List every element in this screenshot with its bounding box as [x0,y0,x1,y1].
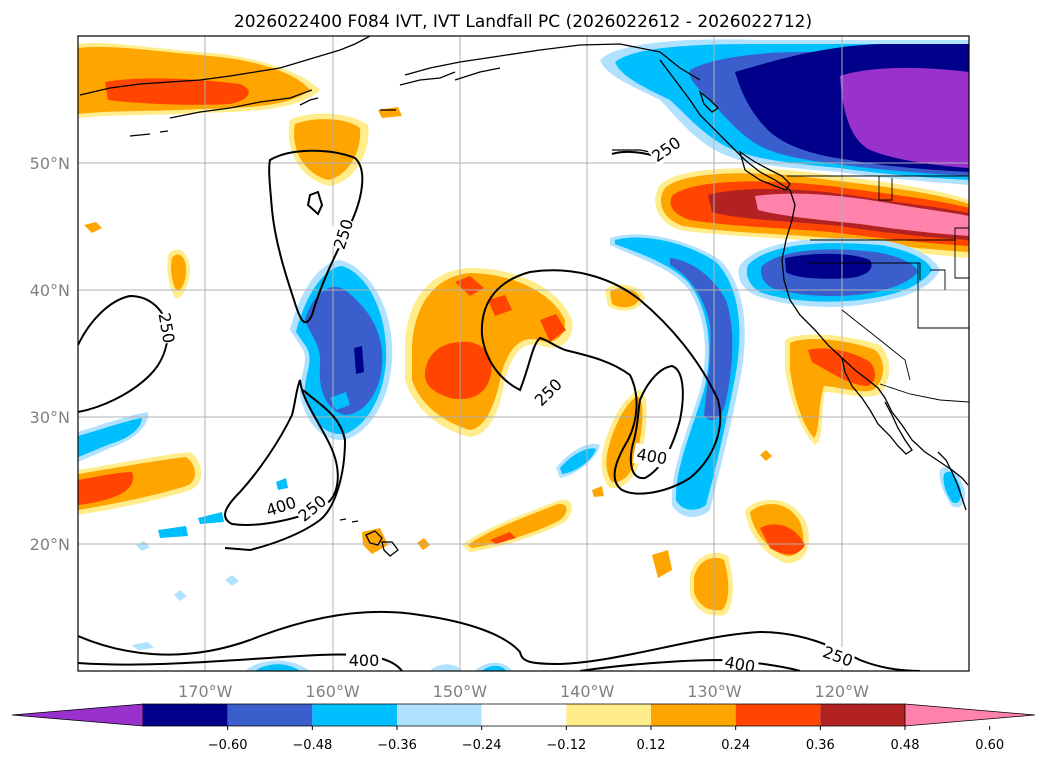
anomaly-fill [610,288,640,308]
y-axis-tick-labels: 50°N 40°N 30°N 20°N [30,154,70,554]
ivt-contour-250 [480,269,722,495]
ivt-contour-250 [78,610,921,671]
ivt-contour-250 [306,190,324,216]
x-tick-label: 170°W [178,682,233,701]
anomaly-fill [78,472,134,505]
x-tick-label: 150°W [433,682,488,701]
colorbar-swatch [735,704,821,726]
y-tick-label: 50°N [30,154,70,173]
anomaly-fill [424,341,492,400]
colorbar: −0.60 −0.48 −0.36 −0.24 −0.12 0.12 0.24 0.36 0.4… [11,703,1036,753]
anomaly-fill [305,286,383,415]
anomaly-fill [755,193,969,236]
anomaly-fill [652,550,672,578]
colorbar-label: 0.24 [721,738,750,753]
colorbar-swatch [651,704,736,726]
y-tick-label: 40°N [30,281,70,300]
colorbar-swatch [397,704,482,726]
x-tick-label: 130°W [687,682,742,701]
anomaly-fill [255,664,300,671]
anomaly-fill [490,532,516,544]
anomaly-fill [430,664,462,671]
anomaly-fill [276,478,288,490]
positive-anomaly-fills [78,42,969,616]
colorbar-extend-max [904,703,1036,727]
colorbar-label: −0.48 [292,738,332,753]
coastlines [79,36,969,557]
anomaly-fill [943,471,962,504]
colorbar-label: −0.12 [546,738,586,753]
ivt-contour-400 [224,379,339,526]
anomaly-fill [785,253,872,279]
map-area: 250 250 250 250 250 250 400 400 400 400 [78,36,969,676]
anomaly-fill [171,254,186,291]
anomaly-fill [84,222,102,233]
colorbar-swatch [820,704,905,726]
x-tick-label: 160°W [305,682,360,701]
ivt-contour-250 [224,389,347,552]
anomaly-fill [760,450,772,461]
anomaly-fill [78,418,142,457]
gridlines [78,36,969,671]
anomaly-fill [482,665,506,671]
map-frame [77,35,970,672]
anomaly-fill [455,276,484,296]
anomaly-fill [330,392,350,410]
colorbar-label: −0.60 [208,738,248,753]
political-borders [787,175,969,403]
colorbar-swatch [143,704,228,726]
colorbar-swatch [227,704,313,726]
colorbar-label: −0.36 [377,738,417,753]
colorbar-swatch [566,704,651,726]
colorbar-label: 0.48 [891,738,920,753]
colorbar-label: 0.36 [806,738,835,753]
anomaly-fill [592,486,604,497]
anomaly-fill [840,67,969,168]
anomaly-fill [760,524,805,555]
x-tick-label: 120°W [815,682,870,701]
anomaly-fill [132,642,154,650]
anomaly-fill [468,503,567,548]
chart-title: 2026022400 F084 IVT, IVT Landfall PC (20… [234,12,812,32]
anomaly-fill [670,258,733,421]
x-tick-label: 140°W [560,682,615,701]
colorbar-swatch [312,704,397,726]
anomaly-fill [294,119,361,180]
anomaly-fill [354,346,364,374]
colorbar-label: 0.12 [637,738,666,753]
y-tick-label: 30°N [30,408,70,427]
anomaly-fill [540,314,566,342]
anomaly-fill [225,575,239,586]
anomaly-fill [158,526,188,538]
ivt-contour-250 [268,149,364,324]
ivt-contour-400 [579,658,801,671]
x-axis-tick-labels: 170°W 160°W 150°W 140°W 130°W 120°W [178,682,869,701]
contour-label: 400 [349,651,380,670]
y-tick-label: 20°N [30,535,70,554]
anomaly-fill [174,590,187,601]
colorbar-swatch [481,704,567,726]
anomaly-fill [105,78,249,105]
anomaly-fill [488,295,512,316]
colorbar-extend-min [11,703,144,727]
colorbar-label: −0.24 [462,738,502,753]
anomaly-fill [694,557,729,611]
contour-label: 400 [723,652,756,676]
colorbar-label: 0.60 [975,738,1004,753]
